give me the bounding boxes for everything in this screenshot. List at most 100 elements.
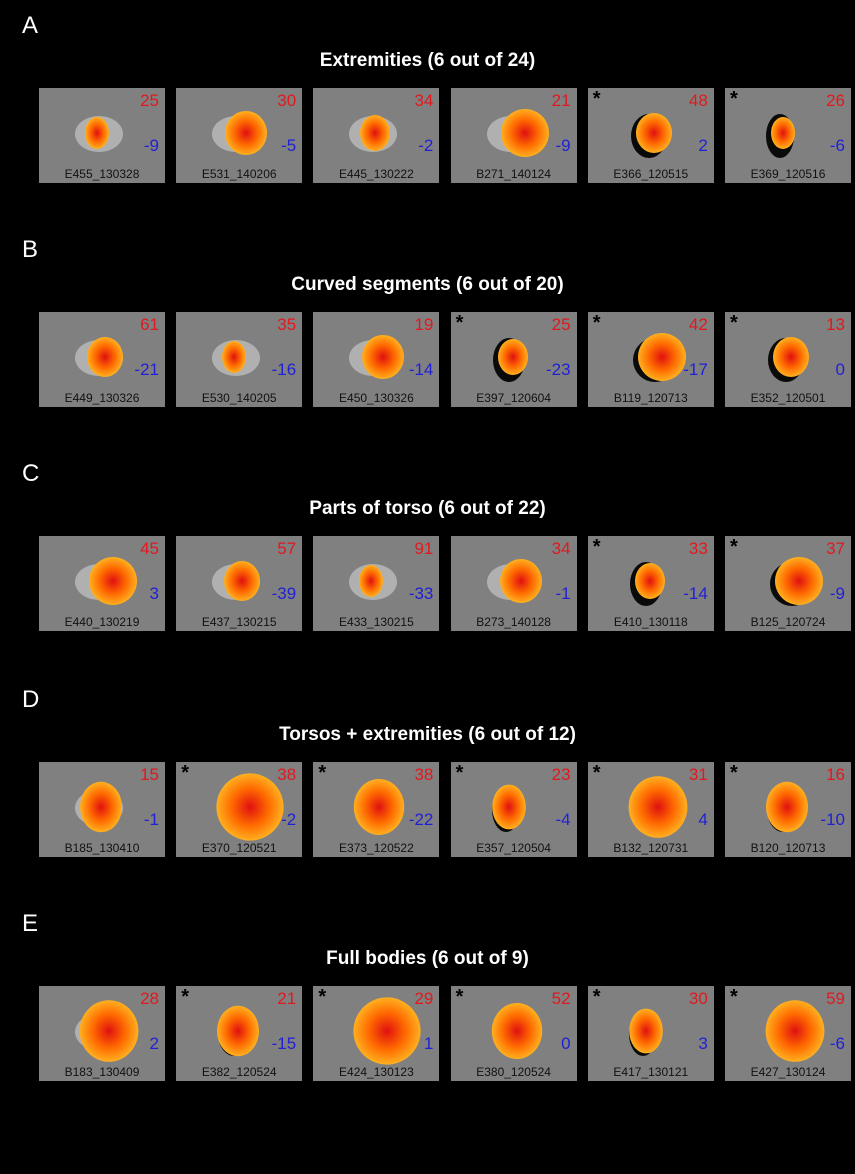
- bottom-value: -22: [409, 810, 434, 830]
- stimulus-tile: * 38 -22 E373_120522: [313, 762, 439, 857]
- stimulus-id: E445_130222: [313, 167, 439, 181]
- asterisk: *: [456, 986, 464, 1009]
- heat-map: [224, 561, 260, 601]
- asterisk: *: [593, 762, 601, 785]
- heat-map: [360, 115, 390, 151]
- heat-map: [80, 782, 122, 832]
- bottom-value: -15: [272, 1034, 297, 1054]
- panel-title: Torsos + extremities (6 out of 12): [0, 724, 855, 746]
- asterisk: *: [593, 312, 601, 335]
- bottom-value: -14: [683, 584, 708, 604]
- heat-map: [773, 337, 809, 377]
- asterisk: *: [456, 312, 464, 335]
- panel-title: Full bodies (6 out of 9): [0, 948, 855, 970]
- stimulus-id: E373_120522: [313, 841, 439, 855]
- panel-letter: A: [22, 12, 38, 40]
- heat-map: [628, 776, 687, 838]
- stimulus-id: E449_130326: [39, 391, 165, 405]
- heat-map: [498, 339, 528, 375]
- heat-map: [217, 773, 284, 840]
- bottom-value: -5: [281, 136, 296, 156]
- heat-map: [80, 1000, 139, 1062]
- heat-map: [775, 557, 823, 605]
- top-value: 21: [277, 989, 296, 1009]
- panel-title: Curved segments (6 out of 20): [0, 274, 855, 296]
- top-value: 57: [277, 539, 296, 559]
- heat-map: [491, 1003, 541, 1059]
- asterisk: *: [318, 762, 326, 785]
- stimulus-id: E370_120521: [176, 841, 302, 855]
- stimulus-id: E440_130219: [39, 615, 165, 629]
- top-value: 13: [826, 315, 845, 335]
- top-value: 21: [552, 91, 571, 111]
- heat-map: [635, 563, 665, 599]
- panel-letter: D: [22, 686, 39, 714]
- stimulus-id: E437_130215: [176, 615, 302, 629]
- asterisk: *: [730, 762, 738, 785]
- asterisk: *: [181, 986, 189, 1009]
- stimulus-id: E380_120524: [451, 1065, 577, 1079]
- bottom-value: -9: [830, 584, 845, 604]
- stimulus-id: B132_120731: [588, 841, 714, 855]
- bottom-value: 2: [698, 136, 707, 156]
- asterisk: *: [730, 536, 738, 559]
- stimulus-tile: 30-5E531_140206: [176, 88, 302, 183]
- heat-map: [362, 335, 404, 379]
- heat-map: [85, 117, 109, 149]
- top-value: 52: [552, 989, 571, 1009]
- stimulus-id: B273_140128: [451, 615, 577, 629]
- top-value: 16: [826, 765, 845, 785]
- asterisk: *: [181, 762, 189, 785]
- stimulus-tile: *16-10B120_120713: [725, 762, 851, 857]
- stimulus-id: E397_120604: [451, 391, 577, 405]
- bottom-value: -33: [409, 584, 434, 604]
- bottom-value: -1: [144, 810, 159, 830]
- top-value: 91: [414, 539, 433, 559]
- heat-map: [354, 779, 404, 835]
- asterisk: *: [318, 986, 326, 1009]
- stimulus-tile: 35 -16 E530_140205: [176, 312, 302, 407]
- asterisk: *: [456, 762, 464, 785]
- heat-map: [492, 785, 526, 830]
- stimulus-tile: 19-14E450_130326: [313, 312, 439, 407]
- top-value: 42: [689, 315, 708, 335]
- bottom-value: -4: [555, 810, 570, 830]
- bottom-value: 4: [698, 810, 707, 830]
- bottom-value: -6: [830, 136, 845, 156]
- top-value: 38: [414, 765, 433, 785]
- heat-map: [771, 117, 795, 149]
- stimulus-id: E531_140206: [176, 167, 302, 181]
- heat-map: [89, 557, 137, 605]
- bottom-value: -14: [409, 360, 434, 380]
- top-value: 26: [826, 91, 845, 111]
- bottom-value: -9: [144, 136, 159, 156]
- asterisk: *: [593, 536, 601, 559]
- top-value: 30: [689, 989, 708, 1009]
- panel-title: Extremities (6 out of 24): [0, 50, 855, 72]
- stimulus-id: E530_140205: [176, 391, 302, 405]
- top-value: 35: [277, 315, 296, 335]
- stimulus-id: E410_130118: [588, 615, 714, 629]
- stimulus-id: E357_120504: [451, 841, 577, 855]
- heat-map: [354, 997, 421, 1064]
- panel-letter: C: [22, 460, 39, 488]
- heat-map: [500, 559, 542, 603]
- bottom-value: 0: [561, 1034, 570, 1054]
- stimulus-id: B271_140124: [451, 167, 577, 181]
- bottom-value: -21: [134, 360, 159, 380]
- stimulus-tile: *42-17B119_120713: [588, 312, 714, 407]
- heat-map: [638, 333, 686, 381]
- bottom-value: -16: [272, 360, 297, 380]
- figure: (() => { const data = JSON.parse(documen…: [0, 0, 855, 1174]
- top-value: 45: [140, 539, 159, 559]
- top-value: 15: [140, 765, 159, 785]
- panel-title: Parts of torso (6 out of 22): [0, 498, 855, 520]
- top-value: 48: [689, 91, 708, 111]
